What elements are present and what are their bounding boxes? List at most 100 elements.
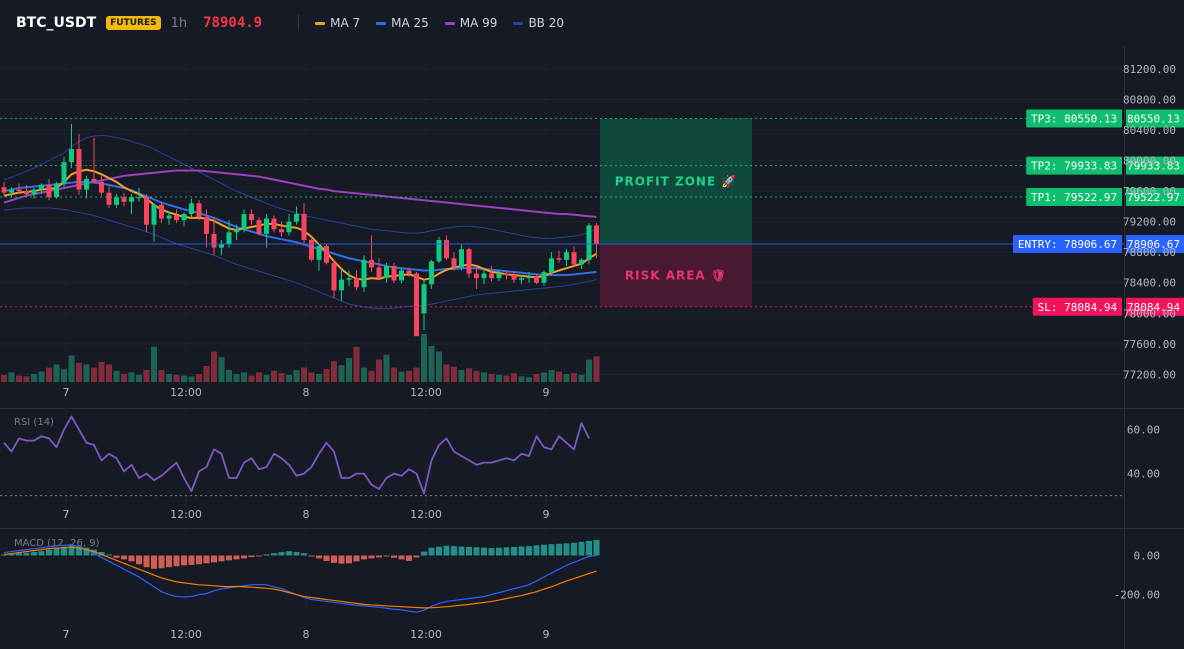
candle-body[interactable] [271,218,277,230]
candle-body[interactable] [189,203,194,214]
legend-ma25[interactable]: MA 25 [376,16,429,30]
candle-body[interactable] [196,203,202,218]
candle-body[interactable] [339,279,344,291]
candle-body[interactable] [241,214,247,230]
candle-body[interactable] [534,276,539,283]
candle-body[interactable] [361,259,367,288]
legend-ma99[interactable]: MA 99 [444,16,497,30]
candle-body[interactable] [181,214,187,221]
candle-body[interactable] [429,261,434,285]
candle-body[interactable] [256,220,262,234]
macd-histogram-bar [31,551,37,556]
candle-body[interactable] [76,149,82,190]
candle-body[interactable] [234,229,239,233]
candle-body[interactable] [219,244,224,248]
candle-body[interactable] [144,197,149,225]
candle-body[interactable] [151,204,157,225]
candle-body[interactable] [346,278,352,280]
candle-body[interactable] [541,272,547,283]
candle-body[interactable] [136,197,142,199]
rsi-pane[interactable]: RSI (14) 60.00 40.00 [0,415,1160,497]
candle-body[interactable] [129,197,134,202]
rsi-tick-label: 40.00 [1127,468,1160,481]
legend-bb20[interactable]: BB 20 [513,16,564,30]
candle-body[interactable] [481,273,487,279]
candle-body[interactable] [204,217,209,234]
candle-body[interactable] [61,162,67,184]
candle-body[interactable] [414,273,419,337]
interval-label[interactable]: 1h [170,15,188,31]
candle-body[interactable] [451,258,457,268]
candle-body[interactable] [39,184,44,190]
candle-body[interactable] [106,192,112,205]
candle-body[interactable] [391,265,397,281]
candle-body[interactable] [31,189,37,195]
candle-body[interactable] [294,214,299,222]
candle-body[interactable] [316,246,322,260]
candle-body[interactable] [249,214,254,221]
volume-bar [233,374,240,382]
candle-body[interactable] [174,215,179,221]
candle-body[interactable] [421,284,427,314]
candles[interactable] [1,123,600,337]
volume-bar [368,370,375,382]
candle-body[interactable] [504,273,509,276]
candle-body[interactable] [369,259,374,268]
candle-body[interactable] [399,270,404,281]
time-tick-label: 7 [63,628,70,641]
candle-body[interactable] [436,239,442,262]
candle-body[interactable] [166,215,172,219]
volume-bars [1,334,600,382]
candle-body[interactable] [444,239,449,259]
candle-body[interactable] [571,252,577,265]
candle-body[interactable] [489,273,494,279]
candle-body[interactable] [46,184,52,198]
candle-body[interactable] [406,270,412,274]
candle-body[interactable] [384,265,389,279]
symbol-label[interactable]: BTC_USDT [16,15,97,31]
candle-body[interactable] [226,232,232,245]
candle-body[interactable] [54,183,59,198]
candle-body[interactable] [376,267,382,279]
legend-ma7[interactable]: MA 7 [315,16,360,30]
candle-body[interactable] [114,197,119,205]
candle-body[interactable] [84,178,89,190]
candle-body[interactable] [324,246,329,263]
candle-body[interactable] [9,189,14,193]
candle-body[interactable] [16,189,22,192]
profit-zone [600,118,752,245]
candle-body[interactable] [586,225,592,260]
candle-body[interactable] [264,218,269,234]
candle-body[interactable] [496,273,502,279]
macd-pane[interactable]: MACD (12, 26, 9) 0.00 -200.00 [1,538,1160,613]
candle-body[interactable] [556,258,562,260]
candle-body[interactable] [69,149,74,163]
candle-body[interactable] [1,187,7,193]
candle-body[interactable] [459,249,464,268]
candle-body[interactable] [564,252,569,260]
volume-bar [91,367,97,382]
macd-histogram-bar [226,555,232,561]
candle-body[interactable] [579,259,584,265]
candle-body[interactable] [24,191,29,195]
volume-bar [578,374,585,382]
candle-body[interactable] [519,278,524,280]
candle-body[interactable] [279,229,284,233]
candle-body[interactable] [309,239,314,260]
candle-body[interactable] [99,181,104,193]
candle-body[interactable] [526,276,532,279]
candle-body[interactable] [286,221,292,233]
candle-body[interactable] [331,262,337,291]
candle-body[interactable] [511,275,517,280]
candle-body[interactable] [594,225,599,245]
candle-body[interactable] [354,278,359,288]
candle-body[interactable] [466,249,472,274]
candle-body[interactable] [91,178,97,182]
candle-body[interactable] [159,204,164,219]
candle-body[interactable] [549,258,554,273]
candle-body[interactable] [474,273,479,279]
candle-body[interactable] [301,214,307,240]
candle-body[interactable] [121,197,127,202]
candle-body[interactable] [211,233,217,248]
